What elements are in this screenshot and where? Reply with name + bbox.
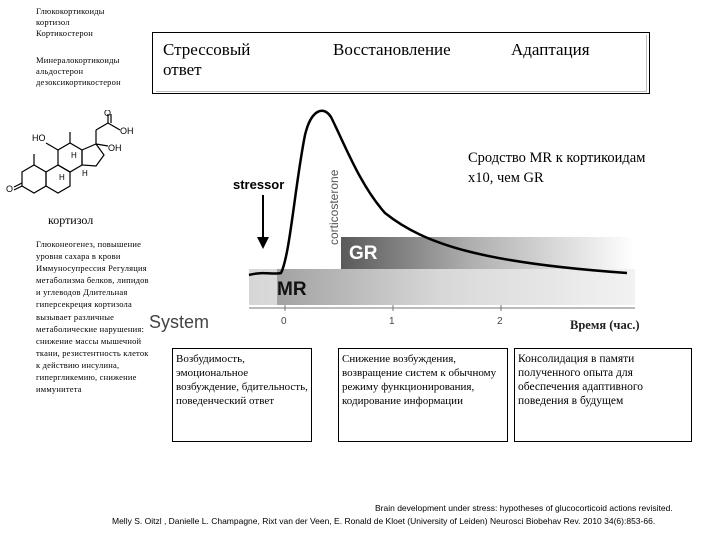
oh-right-label: OH [108,143,122,153]
time-label: Время (час.) [570,318,640,332]
glucocorticoids-label: Глюкокортикоиды [36,6,105,16]
h1-label: H [71,151,77,160]
effects-text: Глюконеогенез, повышение уровня сахара в… [36,239,149,395]
steroid-rings [13,114,121,194]
tick-2: 2 [497,316,503,327]
cortisol-item: кортизол [36,17,70,27]
tick-1: 1 [389,316,395,327]
phase-stress-title: Стрессовый ответ [163,40,251,79]
h3-label: H [82,169,88,178]
o-left-label: O [6,184,13,194]
stressor-label: stressor [233,177,284,192]
gr-band [341,237,635,269]
mr-band [249,269,635,305]
ho-label: HO [32,133,46,143]
system-label: System [149,312,209,332]
y-axis-label: corticosterone [327,169,341,245]
adaptation-description-box: Консолидация в памяти полученного опыта … [514,348,692,442]
aldosterone-item: альдостерон [36,66,84,76]
phase-adaptation-title: Адаптация [511,40,590,59]
oh-top-label: OH [120,126,134,136]
hormone-list: Глюкокортикоиды кортизол Кортикостерон М… [36,6,156,88]
deoxycorticosterone-item: дезоксикортикостерон [36,77,121,87]
citation-title: Brain development under stress: hypothes… [375,503,673,513]
cortisol-structure: HO O OH OH H H H O [6,110,134,194]
stress-description-box: Возбудимость, эмоциональное возбуждение,… [172,348,312,442]
tick-0: 0 [281,316,287,327]
cortisol-response-graph: GR MR stressor corticosterone 0 1 2 Syst… [149,109,635,332]
recovery-description-box: Снижение возбуждения, возвращение систем… [338,348,508,442]
phase-header: Стрессовый ответ Восстановление Адаптаци… [152,32,650,94]
affinity-note: Сродство MR к кортикоидам х10, чем GR [468,150,646,186]
gr-label: GR [349,243,378,264]
h2-label: H [59,173,65,182]
stressor-arrowhead [257,237,269,249]
o-top-label: O [104,110,111,118]
cortisol-caption: кортизол [48,213,94,227]
citation-authors: Melly S. Oitzl , Danielle L. Champagne, … [112,516,656,526]
mineralocorticoids-label: Минералокортикоиды [36,55,120,65]
mr-label: MR [277,279,307,300]
phase-recovery-title: Восстановление [333,40,451,59]
corticosterone-item: Кортикостерон [36,28,93,38]
corticosterone-curve [248,109,628,277]
